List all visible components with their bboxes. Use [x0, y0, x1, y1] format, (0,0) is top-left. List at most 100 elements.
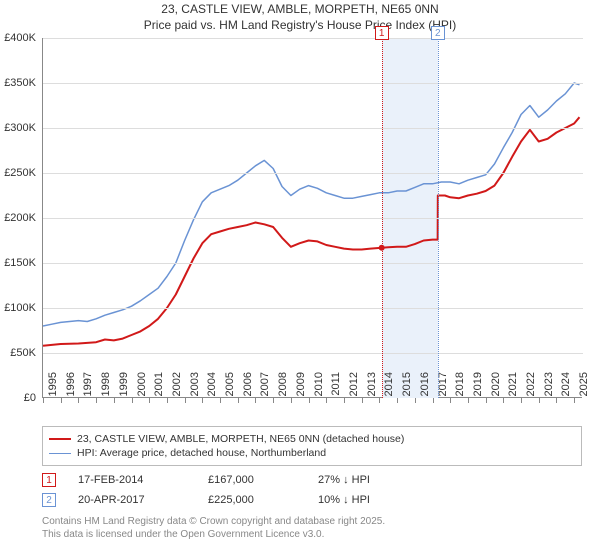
x-axis-label: 2018 — [454, 372, 466, 402]
legend-label: HPI: Average price, detached house, Nort… — [77, 447, 326, 459]
x-axis-label: 2025 — [578, 372, 590, 402]
x-tick — [238, 398, 239, 403]
legend-swatch — [49, 438, 71, 440]
x-tick — [202, 398, 203, 403]
x-tick — [326, 398, 327, 403]
series-hpi — [43, 83, 579, 326]
x-axis-label: 2005 — [224, 372, 236, 402]
legend-item: HPI: Average price, detached house, Nort… — [49, 447, 575, 459]
y-gridline — [43, 353, 583, 354]
attribution-footer: Contains HM Land Registry data © Crown c… — [42, 516, 385, 541]
y-gridline — [43, 83, 583, 84]
sales-row-diff: 27% ↓ HPI — [318, 474, 438, 486]
sale-marker-line — [382, 38, 383, 398]
x-tick — [574, 398, 575, 403]
x-axis-label: 2009 — [295, 372, 307, 402]
x-tick — [521, 398, 522, 403]
sales-row: 1 17-FEB-2014£167,00027% ↓ HPI — [42, 470, 438, 490]
x-axis-label: 2020 — [490, 372, 502, 402]
x-tick — [61, 398, 62, 403]
y-gridline — [43, 218, 583, 219]
sales-row-price: £225,000 — [208, 494, 318, 506]
y-gridline — [43, 263, 583, 264]
x-axis-label: 2015 — [401, 372, 413, 402]
x-tick — [362, 398, 363, 403]
footer-line-1: Contains HM Land Registry data © Crown c… — [42, 516, 385, 529]
x-axis-label: 2022 — [525, 372, 537, 402]
x-tick — [539, 398, 540, 403]
x-tick — [379, 398, 380, 403]
x-tick — [450, 398, 451, 403]
x-tick — [556, 398, 557, 403]
title-line-1: 23, CASTLE VIEW, AMBLE, MORPETH, NE65 0N… — [0, 2, 600, 18]
series-price_paid — [43, 117, 579, 346]
y-axis-label: £200K — [0, 212, 36, 224]
x-tick — [132, 398, 133, 403]
x-tick — [468, 398, 469, 403]
x-axis-label: 2003 — [189, 372, 201, 402]
y-axis-label: £300K — [0, 122, 36, 134]
sale-marker-box: 2 — [431, 26, 445, 40]
x-tick — [167, 398, 168, 403]
x-axis-label: 1995 — [47, 372, 59, 402]
x-tick — [273, 398, 274, 403]
x-tick — [486, 398, 487, 403]
y-gridline — [43, 38, 583, 39]
legend-item: 23, CASTLE VIEW, AMBLE, MORPETH, NE65 0N… — [49, 433, 575, 445]
y-axis-label: £100K — [0, 302, 36, 314]
x-tick — [96, 398, 97, 403]
y-gridline — [43, 173, 583, 174]
sales-row-date: 17-FEB-2014 — [78, 474, 208, 486]
x-axis-label: 2000 — [136, 372, 148, 402]
legend: 23, CASTLE VIEW, AMBLE, MORPETH, NE65 0N… — [42, 426, 582, 466]
x-axis-label: 2023 — [543, 372, 555, 402]
sales-row: 2 20-APR-2017£225,00010% ↓ HPI — [42, 490, 438, 510]
x-axis-label: 2002 — [171, 372, 183, 402]
x-axis-label: 2013 — [366, 372, 378, 402]
title-line-2: Price paid vs. HM Land Registry's House … — [0, 18, 600, 34]
y-axis-label: £50K — [0, 347, 36, 359]
footer-line-2: This data is licensed under the Open Gov… — [42, 529, 385, 542]
sales-row-marker: 2 — [42, 493, 56, 507]
x-axis-label: 2010 — [313, 372, 325, 402]
sales-row-date: 20-APR-2017 — [78, 494, 208, 506]
chart-title-block: 23, CASTLE VIEW, AMBLE, MORPETH, NE65 0N… — [0, 0, 600, 33]
x-tick — [255, 398, 256, 403]
x-axis-label: 1996 — [65, 372, 77, 402]
sales-row-price: £167,000 — [208, 474, 318, 486]
legend-swatch — [49, 453, 71, 454]
x-tick — [503, 398, 504, 403]
x-tick — [43, 398, 44, 403]
chart-area: £0£50K£100K£150K£200K£250K£300K£350K£400… — [42, 38, 592, 418]
x-axis-label: 2014 — [383, 372, 395, 402]
x-axis-label: 2007 — [259, 372, 271, 402]
x-tick — [397, 398, 398, 403]
plot-region: £0£50K£100K£150K£200K£250K£300K£350K£400… — [42, 38, 582, 398]
x-tick — [433, 398, 434, 403]
x-axis-label: 2008 — [277, 372, 289, 402]
y-axis-label: £250K — [0, 167, 36, 179]
x-tick — [415, 398, 416, 403]
x-axis-label: 1999 — [118, 372, 130, 402]
x-tick — [344, 398, 345, 403]
legend-label: 23, CASTLE VIEW, AMBLE, MORPETH, NE65 0N… — [77, 433, 404, 445]
sales-row-diff: 10% ↓ HPI — [318, 494, 438, 506]
x-axis-label: 2006 — [242, 372, 254, 402]
sales-row-marker: 1 — [42, 473, 56, 487]
x-axis-label: 2019 — [472, 372, 484, 402]
y-gridline — [43, 128, 583, 129]
y-axis-label: £0 — [0, 392, 36, 404]
x-axis-label: 2001 — [153, 372, 165, 402]
sales-table: 1 17-FEB-2014£167,00027% ↓ HPI 2 20-APR-201… — [42, 470, 438, 510]
x-axis-label: 2021 — [507, 372, 519, 402]
x-axis-label: 2024 — [560, 372, 572, 402]
sale-marker-box: 1 — [375, 26, 389, 40]
x-axis-label: 1998 — [100, 372, 112, 402]
x-tick — [291, 398, 292, 403]
x-tick — [149, 398, 150, 403]
x-tick — [309, 398, 310, 403]
sale-marker-line — [438, 38, 439, 398]
y-axis-label: £150K — [0, 257, 36, 269]
x-axis-label: 2011 — [330, 372, 342, 402]
y-axis-label: £350K — [0, 77, 36, 89]
